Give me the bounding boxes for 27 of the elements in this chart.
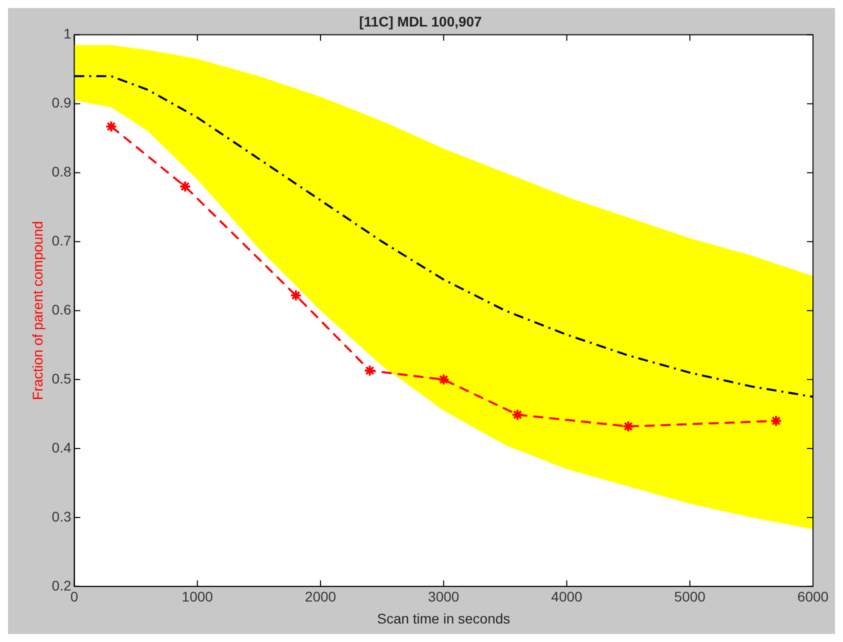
x-tick-label: 2000 <box>304 588 336 605</box>
x-tick-label: 6000 <box>797 588 829 605</box>
point <box>770 414 782 427</box>
point <box>512 408 524 421</box>
y-tick-label: 0.9 <box>52 94 72 111</box>
point <box>364 364 376 377</box>
y-tick-label: 0.7 <box>52 232 72 249</box>
x-axis-title: Scan time in seconds <box>377 610 510 626</box>
y-tick-label: 0.6 <box>52 301 72 318</box>
y-tick-label: 0.2 <box>52 577 72 594</box>
x-tick-label: 4000 <box>551 588 583 605</box>
y-tick-label: 1 <box>63 26 72 42</box>
x-tick-label: 5000 <box>674 588 706 605</box>
y-tick-label: 0.8 <box>52 164 72 180</box>
y-tick-label: 0.3 <box>52 508 72 524</box>
point <box>622 420 634 432</box>
point <box>105 120 118 133</box>
y-tick-label: 0.4 <box>52 439 72 456</box>
x-tick-label: 0 <box>70 588 78 605</box>
y-tick-label: 0.5 <box>52 370 72 386</box>
chart-title: [11C] MDL 100,907 <box>359 13 482 30</box>
x-tick-label: 1000 <box>182 588 214 605</box>
point <box>290 289 302 302</box>
x-tick-label: 3000 <box>428 588 460 605</box>
point <box>438 374 450 386</box>
y-axis-title: Fraction of parent compound <box>29 221 46 400</box>
point <box>179 180 192 192</box>
